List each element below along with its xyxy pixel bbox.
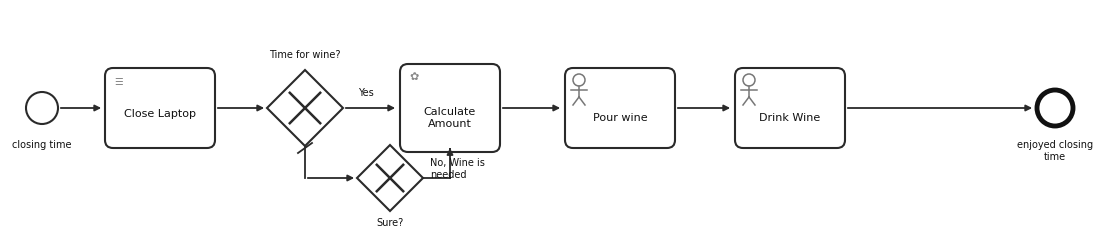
Text: enjoyed closing
time: enjoyed closing time <box>1017 140 1093 162</box>
Polygon shape <box>267 70 342 146</box>
FancyBboxPatch shape <box>565 68 675 148</box>
Text: ✿: ✿ <box>409 72 419 82</box>
Text: Drink Wine: Drink Wine <box>759 113 821 123</box>
Text: No, Wine is
needed: No, Wine is needed <box>430 158 485 179</box>
Text: ☰: ☰ <box>115 77 123 87</box>
Text: Sure?: Sure? <box>376 218 404 228</box>
Text: closing time: closing time <box>12 140 72 150</box>
Text: Time for wine?: Time for wine? <box>269 50 340 60</box>
FancyBboxPatch shape <box>735 68 845 148</box>
Polygon shape <box>357 145 423 211</box>
Text: Yes: Yes <box>358 88 374 98</box>
FancyBboxPatch shape <box>105 68 215 148</box>
Text: Calculate
Amount: Calculate Amount <box>424 107 476 129</box>
FancyBboxPatch shape <box>400 64 500 152</box>
Text: Pour wine: Pour wine <box>593 113 647 123</box>
Text: Close Laptop: Close Laptop <box>125 109 196 119</box>
